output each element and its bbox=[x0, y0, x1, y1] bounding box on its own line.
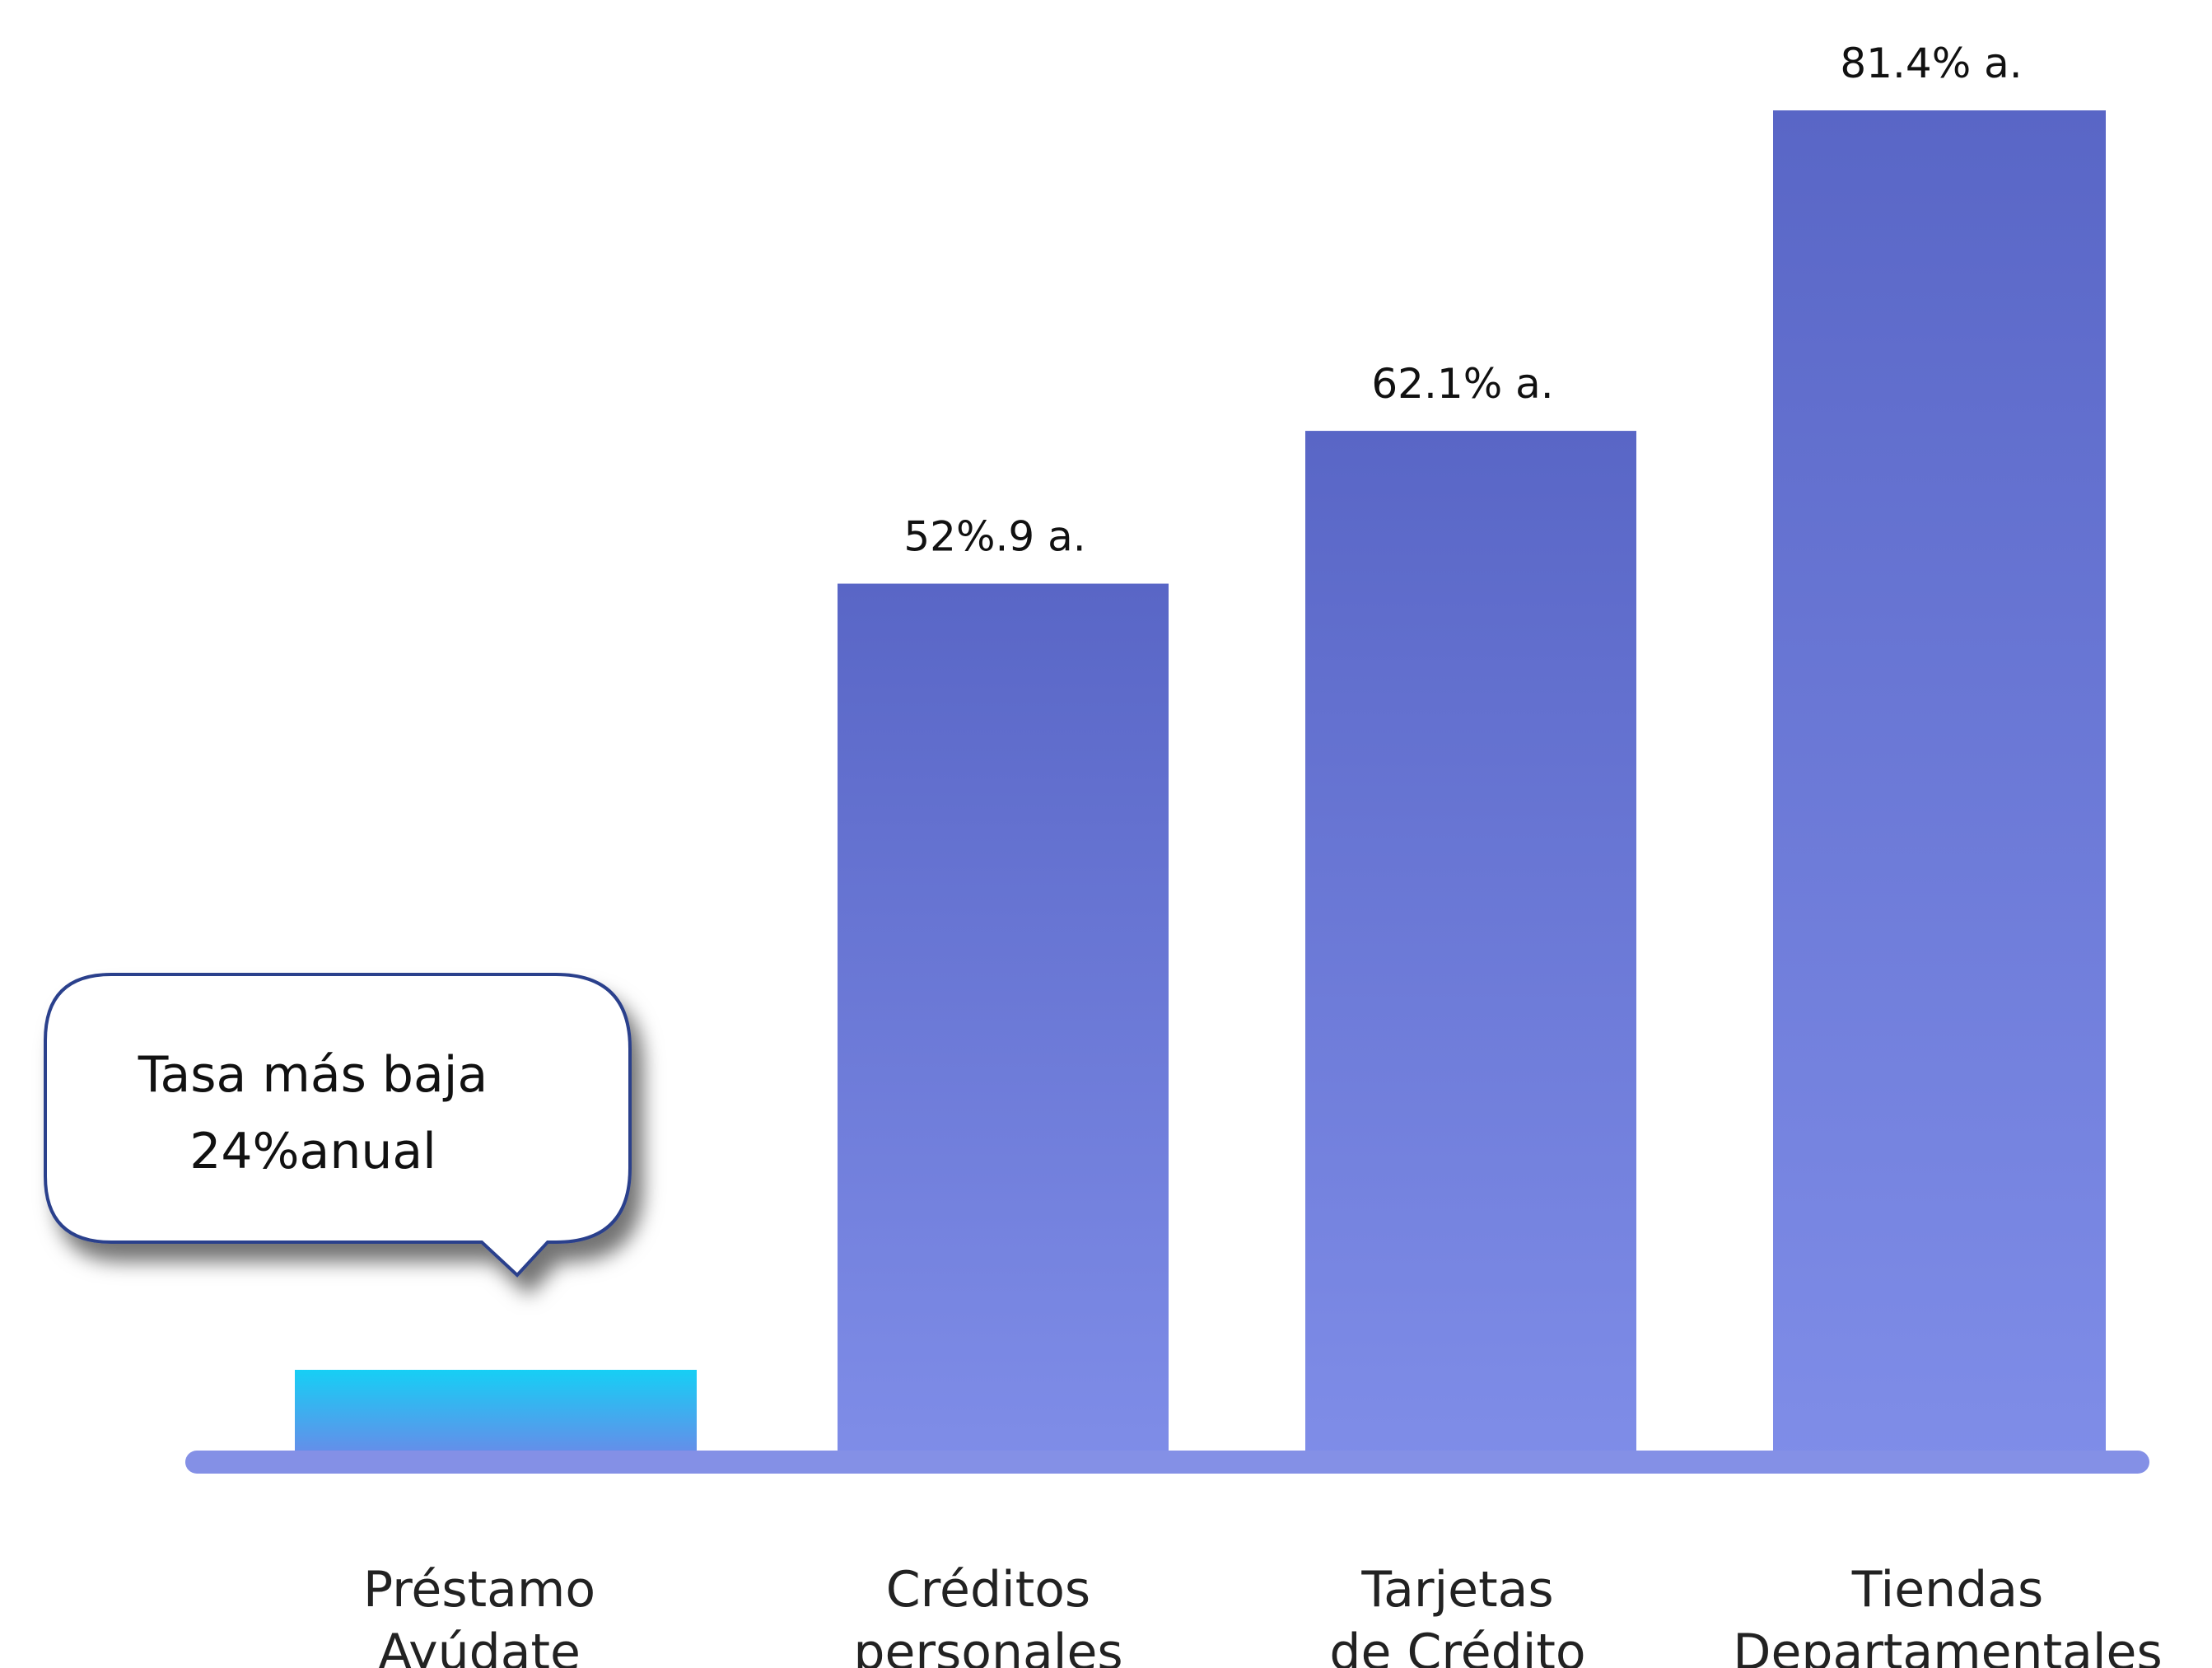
callout-line-2: 24%anual bbox=[189, 1123, 436, 1180]
category-label-4-line-1: Tiendas bbox=[1851, 1561, 2044, 1619]
bar-4 bbox=[1773, 110, 2106, 1462]
category-label-3-line-1: Tarjetas bbox=[1360, 1561, 1553, 1619]
lowest-rate-callout bbox=[44, 973, 632, 1278]
callout-bubble bbox=[44, 973, 632, 1278]
bar-value-label-3: 62.1% a. bbox=[1371, 360, 1553, 408]
category-label-4-line-2: Departamentales bbox=[1733, 1624, 2162, 1668]
bar-value-label-2: 52%.9 a. bbox=[903, 513, 1085, 561]
chart-baseline bbox=[185, 1451, 2149, 1474]
bar-3 bbox=[1305, 431, 1636, 1463]
category-label-2-line-1: Créditos bbox=[886, 1561, 1090, 1619]
category-label-3-line-2: de Crédito bbox=[1329, 1624, 1585, 1668]
bar-value-label-4: 81.4% a. bbox=[1840, 40, 2022, 87]
category-label-2-line-2: personales bbox=[853, 1624, 1122, 1668]
bar-1 bbox=[295, 1370, 697, 1462]
bar-2 bbox=[838, 583, 1169, 1463]
category-label-1-line-2: Ayúdate bbox=[378, 1624, 581, 1668]
category-label-1-line-1: Préstamo bbox=[363, 1561, 595, 1619]
callout-line-1: Tasa más baja bbox=[138, 1046, 488, 1104]
